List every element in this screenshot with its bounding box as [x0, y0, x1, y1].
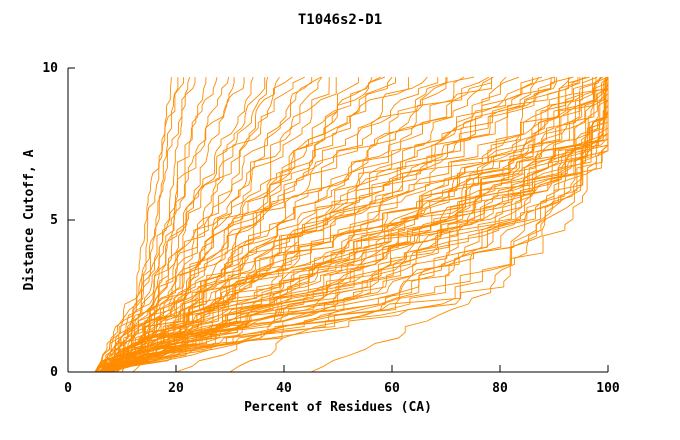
model-curve	[100, 76, 609, 373]
model-curve	[175, 77, 609, 373]
model-curve	[94, 77, 245, 373]
model-curves	[94, 76, 609, 373]
model-curve	[105, 76, 280, 373]
model-curve	[121, 77, 313, 373]
model-curve	[105, 77, 552, 373]
model-curve	[105, 77, 396, 373]
model-curve	[94, 77, 609, 373]
model-curve	[100, 77, 609, 373]
model-curve	[100, 77, 196, 373]
model-curve	[105, 77, 359, 373]
model-curve	[105, 77, 594, 373]
x-tick-label: 60	[384, 381, 400, 396]
model-curve	[94, 77, 597, 373]
model-curve	[94, 77, 609, 373]
model-curve	[105, 76, 323, 373]
model-curve	[94, 77, 609, 373]
y-tick-label: 0	[50, 365, 58, 380]
model-curve	[94, 76, 305, 373]
model-curve	[111, 76, 602, 373]
model-curve	[110, 76, 254, 373]
x-tick-label: 100	[596, 381, 620, 396]
x-tick-label: 0	[64, 381, 72, 396]
model-curve	[105, 76, 191, 373]
model-curve	[132, 76, 381, 373]
x-tick-label: 40	[276, 381, 292, 396]
model-curve	[99, 76, 386, 373]
model-curve	[94, 77, 492, 373]
model-curve	[100, 76, 609, 373]
x-tick-label: 80	[492, 381, 508, 396]
axes	[67, 67, 609, 373]
model-curve	[111, 77, 581, 373]
model-curve	[105, 77, 439, 373]
y-tick-label: 5	[50, 213, 58, 228]
model-curve	[310, 77, 609, 373]
model-curve	[100, 77, 609, 373]
model-curve	[110, 77, 493, 373]
x-tick-label: 20	[168, 381, 184, 396]
model-curve	[94, 77, 185, 373]
model-curve	[110, 76, 507, 373]
model-curve	[100, 77, 266, 373]
model-curve	[229, 77, 606, 373]
tick-labels: 0 20 40 60 80 100 0 5 10	[42, 61, 620, 396]
model-curve	[100, 76, 322, 373]
model-curve	[100, 77, 583, 373]
y-tick-label: 10	[42, 61, 58, 76]
model-curve	[111, 77, 609, 373]
y-axis-label: Distance Cutoff, A	[22, 149, 37, 291]
model-curve	[94, 76, 590, 373]
model-curve	[105, 77, 235, 373]
model-curve	[100, 77, 569, 373]
model-curve	[94, 76, 574, 373]
model-curve	[100, 77, 609, 373]
x-axis-label: Percent of Residues (CA)	[244, 400, 432, 415]
model-curve	[100, 76, 490, 373]
model-curve	[116, 76, 293, 373]
chart-title: T1046s2-D1	[297, 12, 383, 28]
model-curve	[121, 77, 268, 373]
